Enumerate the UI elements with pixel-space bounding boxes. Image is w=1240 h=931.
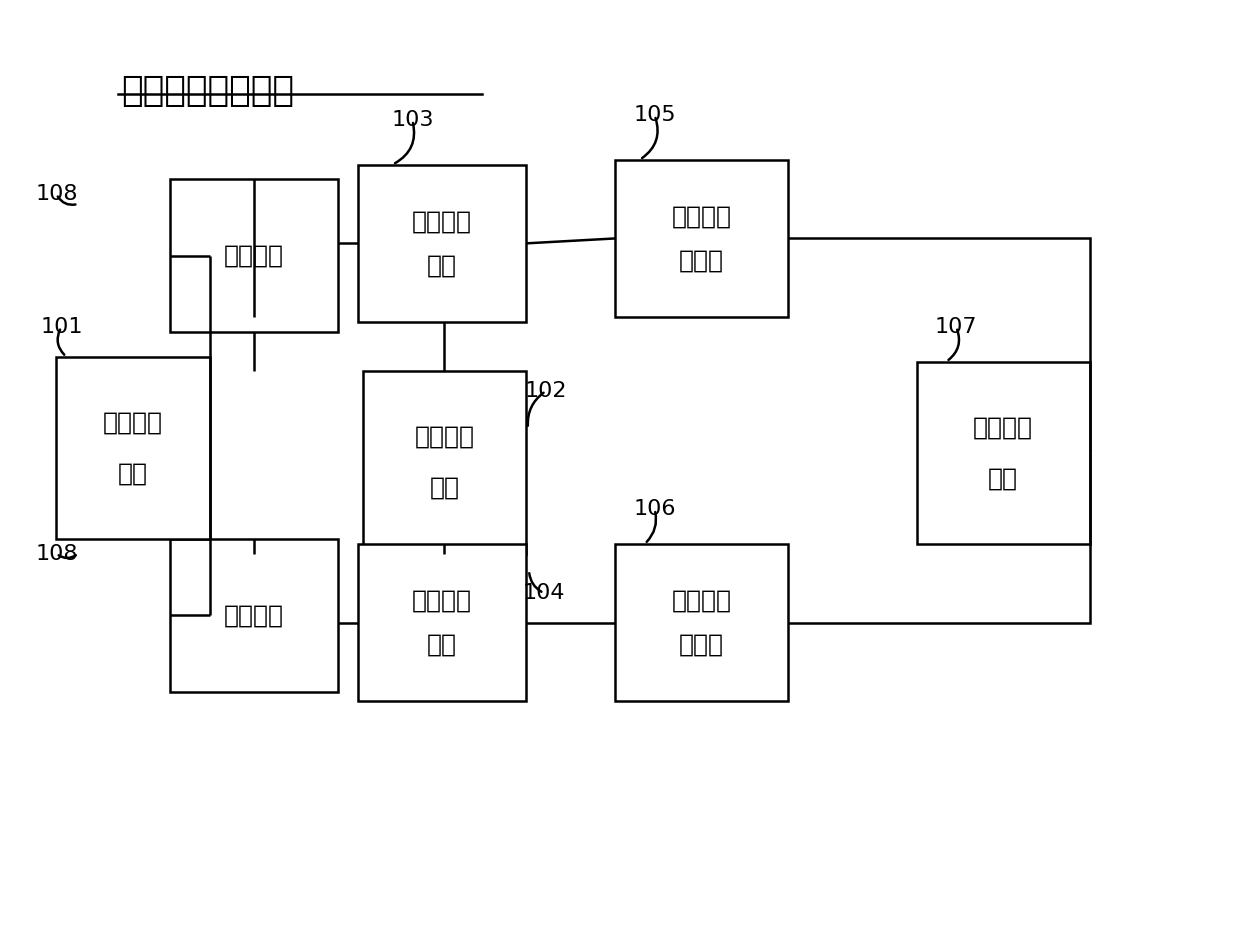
Bar <box>358 165 526 322</box>
Bar <box>615 544 789 701</box>
Text: 器件: 器件 <box>988 466 1018 491</box>
Text: 102: 102 <box>525 381 567 401</box>
Text: 107: 107 <box>935 317 977 337</box>
Text: 第一连接: 第一连接 <box>103 411 162 434</box>
Text: 单元: 单元 <box>118 461 148 485</box>
Text: 108: 108 <box>35 544 78 563</box>
Text: 第二栅极: 第二栅极 <box>672 588 732 613</box>
Text: 106: 106 <box>634 499 676 519</box>
Text: 108: 108 <box>35 184 78 204</box>
Text: 驱动线: 驱动线 <box>680 249 724 273</box>
Text: 单元: 单元 <box>429 476 460 500</box>
Text: 101: 101 <box>40 317 83 337</box>
Text: 走线: 走线 <box>427 253 458 277</box>
Text: 第一栅极: 第一栅极 <box>412 209 472 234</box>
Text: 104: 104 <box>522 583 565 603</box>
Text: 可控元件: 可控元件 <box>224 603 284 627</box>
Text: 显示面板测试电路: 显示面板测试电路 <box>120 74 294 108</box>
Text: 驱动线: 驱动线 <box>680 633 724 656</box>
Bar <box>615 159 789 317</box>
Bar <box>170 180 339 332</box>
Text: 105: 105 <box>634 105 676 126</box>
Bar <box>56 357 210 539</box>
Bar <box>916 361 1090 544</box>
Bar <box>170 539 339 692</box>
Text: 103: 103 <box>391 110 434 130</box>
Text: 第二连接: 第二连接 <box>414 425 475 449</box>
Text: 第二栅极: 第二栅极 <box>412 588 472 613</box>
Bar <box>363 371 526 554</box>
Bar <box>358 544 526 701</box>
Text: 第一栅极: 第一栅极 <box>672 205 732 228</box>
Text: 可控元件: 可控元件 <box>224 244 284 268</box>
Text: 走线: 走线 <box>427 633 458 656</box>
Text: 驱动控制: 驱动控制 <box>973 415 1033 439</box>
